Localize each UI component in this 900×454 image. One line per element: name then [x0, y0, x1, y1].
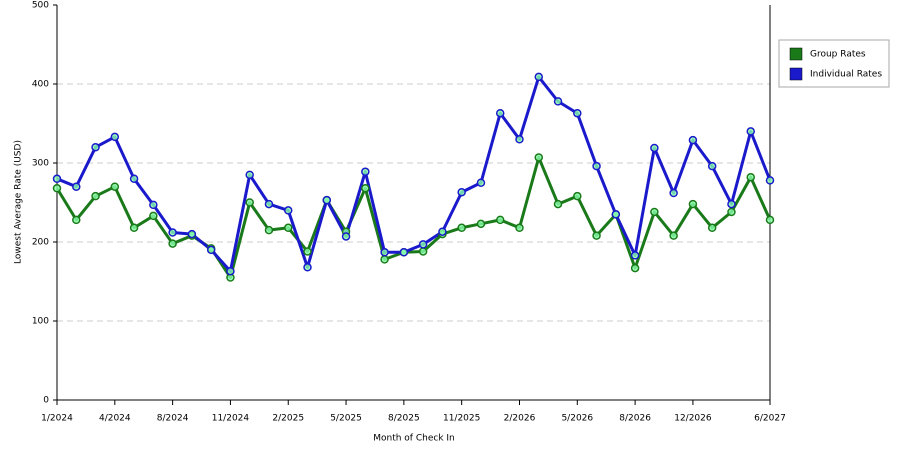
data-point — [727, 199, 736, 209]
data-point — [264, 225, 274, 235]
data-point — [573, 108, 582, 118]
data-point — [110, 132, 120, 142]
x-tick-label: 8/2024 — [157, 414, 189, 424]
x-tick-label: 5/2025 — [330, 414, 362, 424]
data-point — [707, 161, 717, 171]
x-tick-label: 11/2025 — [443, 414, 480, 424]
data-point — [592, 231, 601, 240]
x-tick-label: 2/2025 — [272, 414, 304, 424]
y-tick-label: 100 — [32, 317, 49, 327]
y-tick-label: 0 — [43, 396, 49, 406]
data-point — [168, 239, 177, 248]
data-point — [457, 187, 466, 197]
data-point — [534, 72, 544, 82]
data-point — [206, 245, 216, 255]
data-point — [52, 184, 62, 193]
data-point — [438, 227, 447, 236]
data-point — [553, 199, 563, 209]
x-tick-label: 5/2026 — [561, 414, 593, 424]
data-point — [746, 127, 755, 136]
x-tick-label: 2/2026 — [504, 414, 536, 424]
legend-swatch — [789, 67, 803, 81]
x-axis-label: Month of Check In — [373, 434, 455, 444]
x-tick-label: 8/2025 — [388, 414, 420, 424]
data-point — [418, 240, 428, 249]
data-point — [727, 207, 736, 217]
data-point — [245, 170, 254, 180]
data-point — [630, 263, 640, 273]
data-point — [380, 248, 389, 257]
y-tick-label: 200 — [32, 238, 49, 248]
data-point — [534, 153, 544, 162]
x-tick-label: 12/2026 — [674, 414, 712, 424]
data-point — [264, 199, 274, 209]
data-point — [129, 174, 139, 184]
data-point — [650, 143, 659, 153]
data-point — [322, 195, 332, 205]
data-point — [226, 266, 235, 276]
data-point — [91, 191, 100, 201]
data-point — [149, 211, 158, 221]
data-point — [630, 251, 640, 260]
legend-label: Group Rates — [810, 50, 866, 60]
data-point — [341, 232, 351, 241]
data-point — [72, 215, 81, 225]
data-point — [476, 178, 486, 187]
data-point — [303, 247, 312, 256]
data-point — [418, 247, 428, 256]
y-axis-label: Lowest Average Rate (USD) — [14, 140, 24, 264]
legend-label: Individual Rates — [810, 70, 882, 80]
data-point — [592, 161, 601, 171]
data-point — [110, 182, 120, 191]
data-point — [361, 184, 370, 193]
data-point — [765, 176, 775, 185]
data-point — [303, 263, 312, 272]
data-point — [380, 255, 389, 264]
data-point — [283, 223, 293, 233]
data-point — [669, 231, 678, 240]
data-point — [707, 223, 717, 233]
data-point — [52, 174, 62, 184]
x-tick-label: 6/2027 — [754, 414, 786, 424]
data-point — [457, 223, 466, 233]
data-point — [495, 215, 505, 225]
data-point — [688, 135, 698, 145]
data-point — [245, 198, 254, 207]
x-tick-label: 8/2026 — [619, 414, 651, 424]
data-point — [399, 248, 409, 257]
y-tick-label: 500 — [32, 1, 49, 11]
data-point — [129, 223, 139, 233]
data-point — [669, 188, 678, 198]
data-point — [476, 219, 486, 229]
data-point — [361, 167, 370, 176]
x-tick-label: 1/2024 — [41, 414, 73, 424]
data-point — [283, 206, 293, 215]
data-point — [168, 228, 177, 237]
data-point — [573, 191, 582, 201]
data-point — [515, 223, 524, 233]
y-tick-label: 300 — [32, 159, 49, 169]
data-point — [688, 199, 698, 209]
y-tick-label: 400 — [32, 80, 49, 90]
data-point — [515, 135, 524, 144]
data-point — [611, 210, 621, 219]
data-point — [91, 142, 100, 152]
data-point — [149, 200, 158, 210]
data-point — [187, 229, 197, 239]
x-tick-label: 11/2024 — [212, 414, 250, 424]
x-tick-label: 4/2024 — [99, 414, 131, 424]
data-point — [72, 182, 81, 191]
data-point — [650, 207, 659, 217]
data-point — [495, 108, 505, 118]
legend-swatch — [789, 47, 803, 61]
data-point — [746, 172, 755, 182]
data-point — [553, 97, 563, 106]
data-point — [765, 215, 775, 225]
